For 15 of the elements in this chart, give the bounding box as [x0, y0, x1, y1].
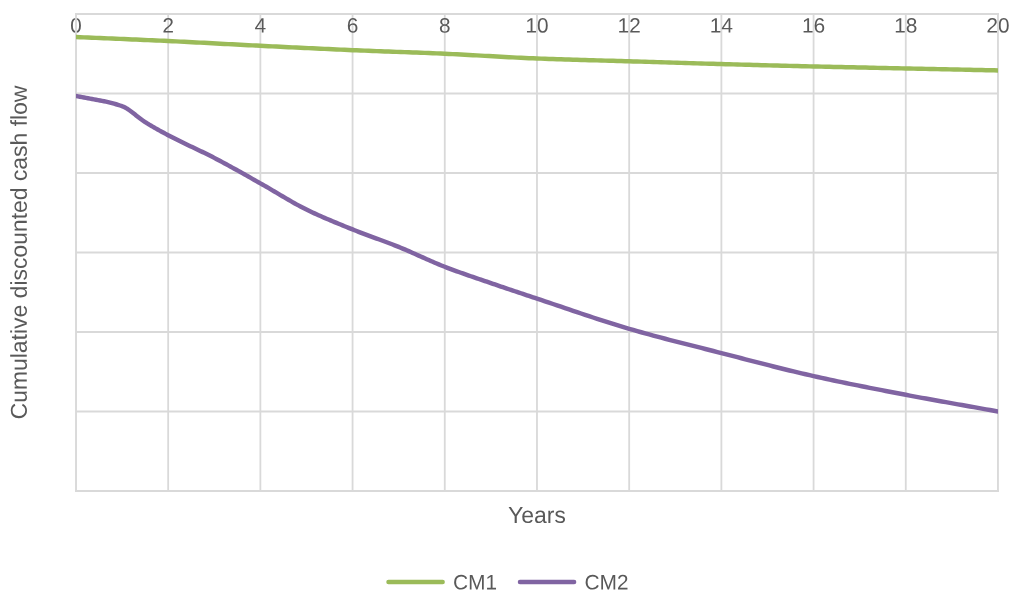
x-tick-label: 8 — [439, 18, 450, 33]
x-tick-label: 2 — [163, 18, 173, 33]
legend-label: CM1 — [454, 574, 497, 590]
x-tick-label: 16 — [803, 18, 825, 33]
x-tick-label: 20 — [987, 18, 1009, 33]
x-tick-label: 18 — [895, 18, 917, 33]
x-tick-label: 12 — [619, 18, 640, 33]
x-tick-label: 14 — [711, 18, 733, 33]
x-tick-label: 6 — [347, 18, 358, 33]
legend-label: CM2 — [585, 574, 628, 590]
x-axis-title: Years — [508, 507, 566, 524]
x-tick-label: 4 — [255, 18, 266, 33]
y-axis-title: Cumulative discounted cash flow — [10, 85, 27, 419]
x-tick-label: 10 — [526, 18, 548, 33]
x-tick-label: 0 — [70, 18, 81, 33]
